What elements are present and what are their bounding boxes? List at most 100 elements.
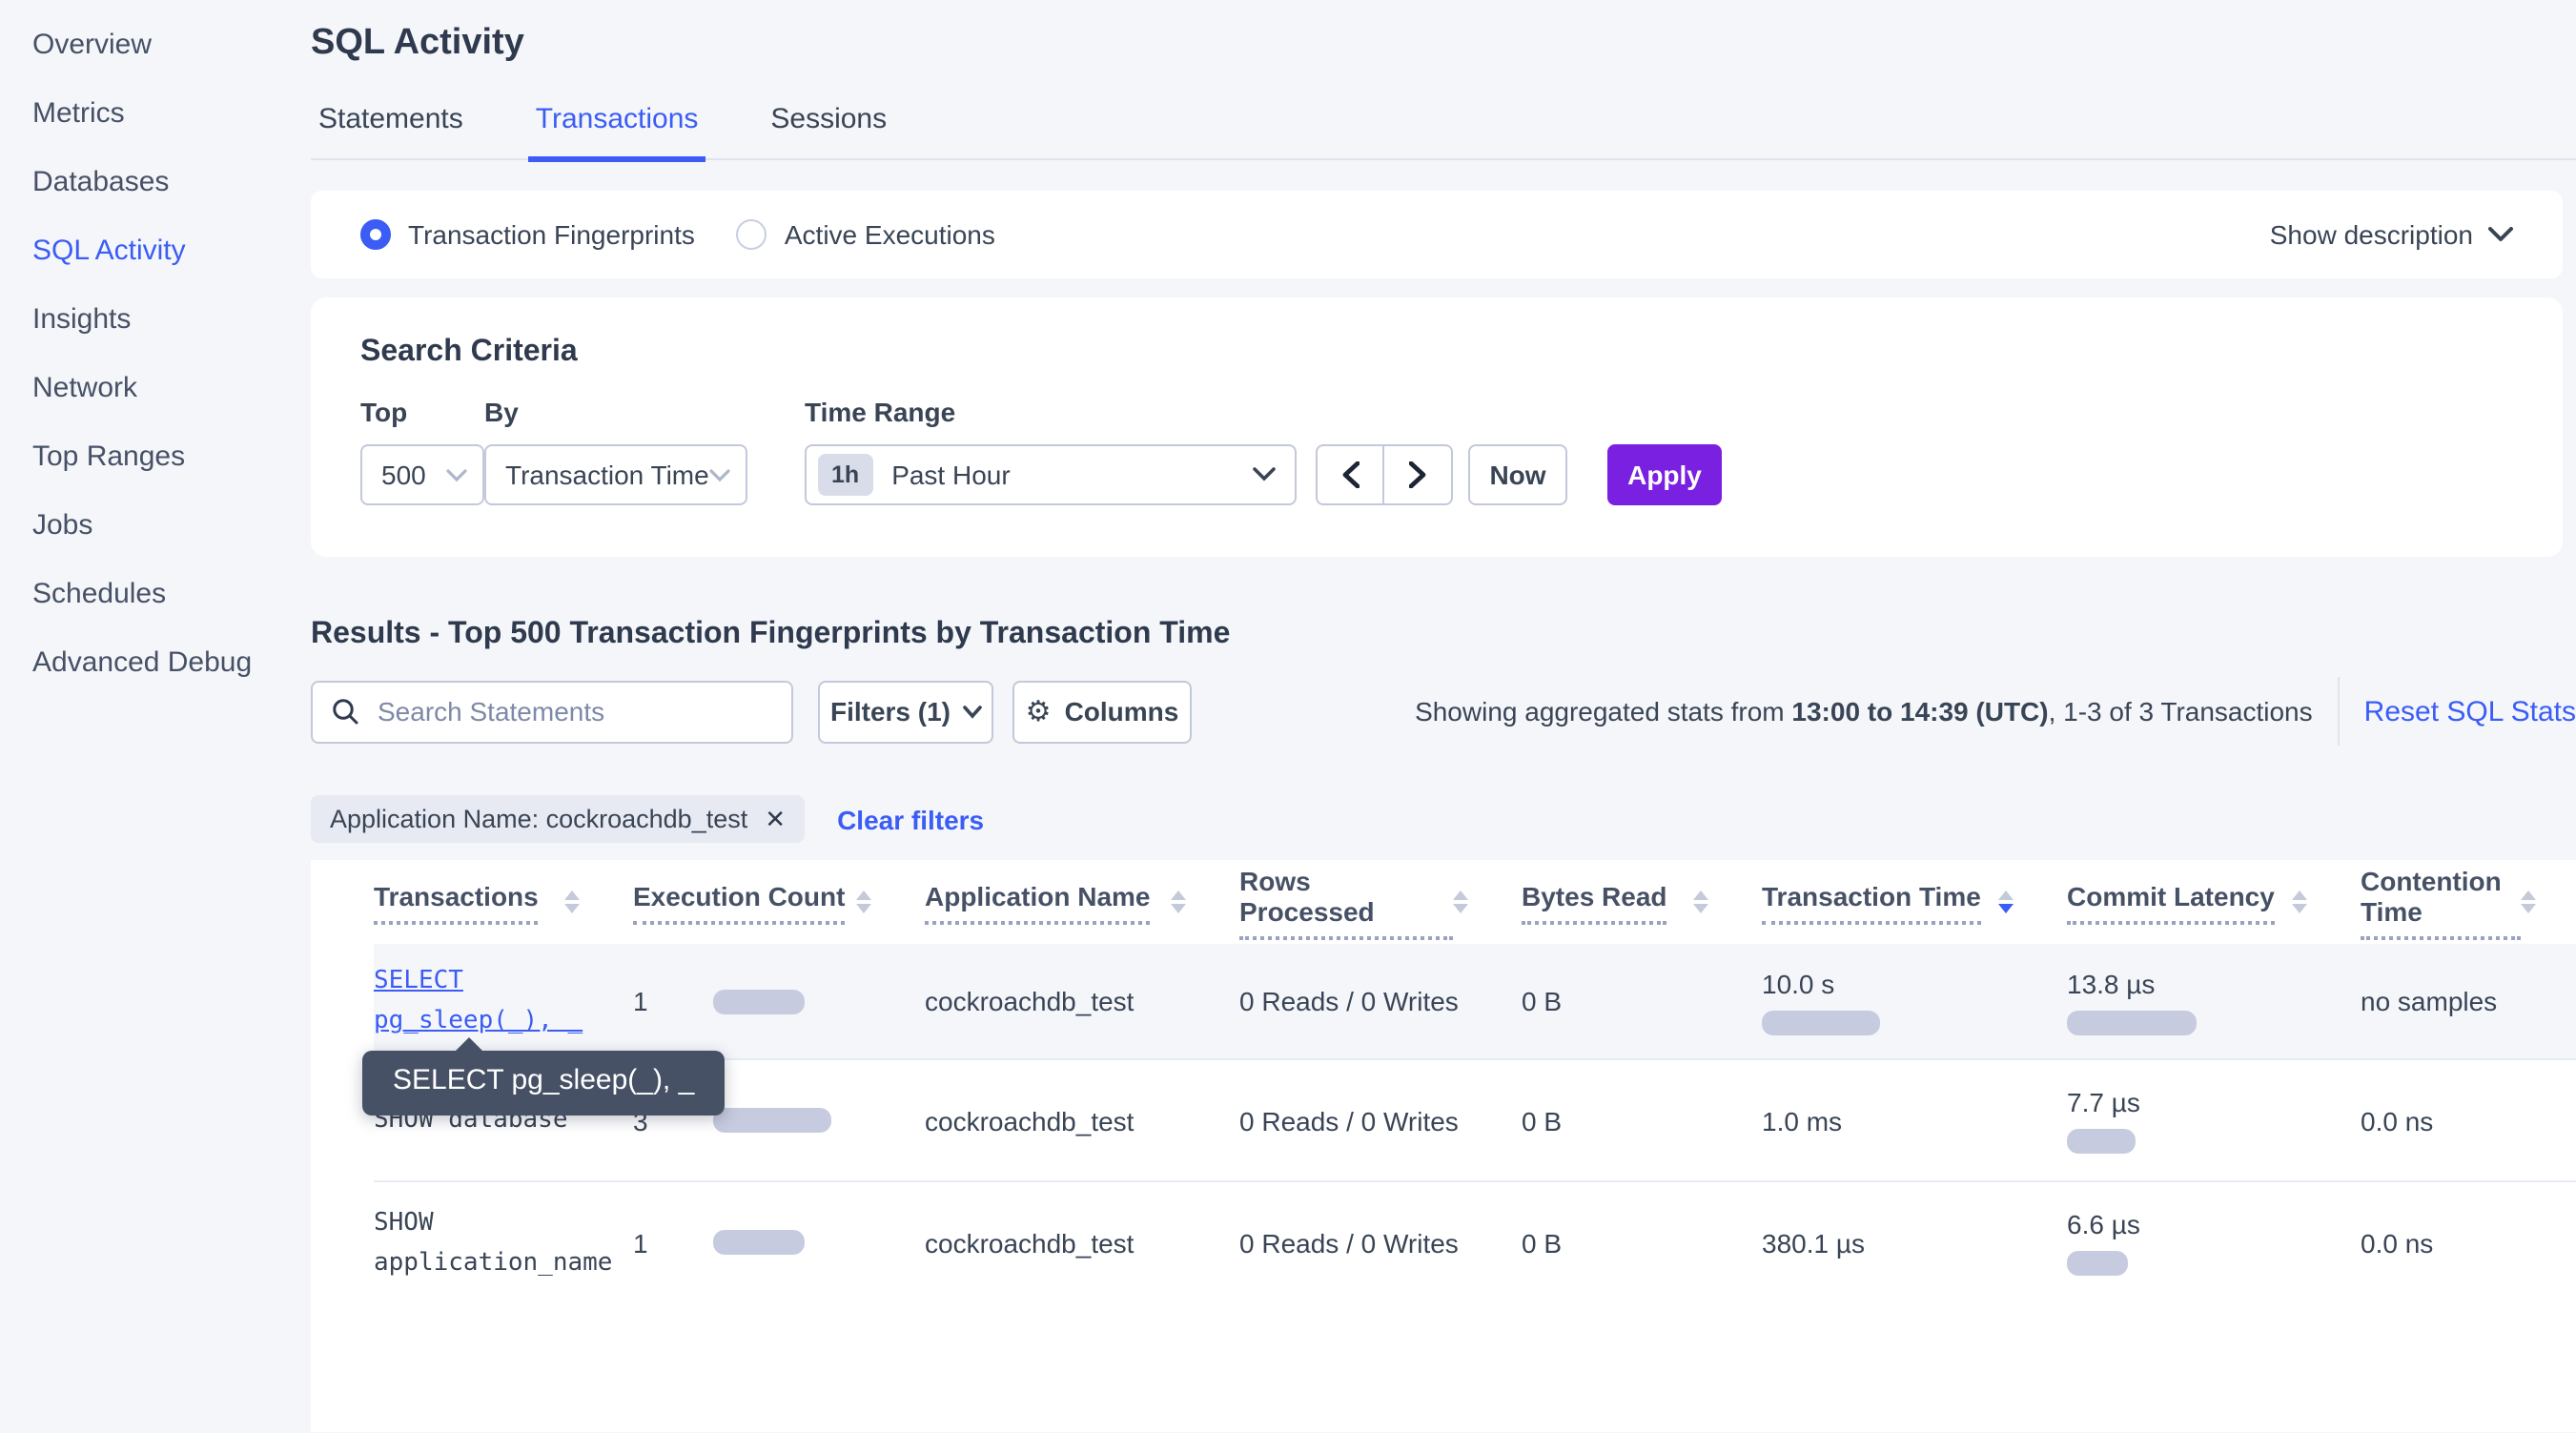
commit-latency-value: 13.8 µs [2067,968,2156,999]
top-label: Top [360,397,408,427]
search-criteria-fields: Top 500 By Transaction Time Time Range [360,397,2513,505]
view-mode-card: Transaction Fingerprints Active Executio… [311,191,2563,278]
transaction-time-cell: 1.0 ms [1762,1106,2067,1136]
filters-button[interactable]: Filters (1) [818,680,993,744]
next-interval-button[interactable] [1384,444,1453,505]
by-select-value: Transaction Time [505,460,709,490]
now-button[interactable]: Now [1468,444,1567,505]
sort-icon[interactable] [564,891,580,914]
time-range-badge: 1h [818,454,873,496]
chevron-left-icon [1341,461,1359,488]
time-range-select[interactable]: 1h Past Hour [805,444,1297,505]
tab-transactions[interactable]: Transactions [527,101,706,162]
column-header-bytes-read[interactable]: Bytes Read [1522,881,1762,925]
column-header-label: Rows Processed [1239,866,1453,940]
commit-latency-bar [2067,1251,2128,1277]
column-header-commit-latency[interactable]: Commit Latency [2067,881,2361,925]
column-header-rows-processed[interactable]: Rows Processed [1239,866,1522,940]
transaction-tooltip: SELECT pg_sleep(_), _ [362,1037,726,1116]
bytes-read-value: 0 B [1522,986,1563,1017]
previous-interval-button[interactable] [1316,444,1384,505]
execution-count-value: 1 [633,986,648,1017]
tab-sessions[interactable]: Sessions [770,103,888,135]
sidebar-item-databases[interactable]: Databases [32,166,170,198]
tabs: Statements Transactions Sessions [311,101,2576,162]
time-range-pager [1316,444,1453,505]
chevron-down-icon [962,705,981,719]
column-header-label: Contention Time [2361,866,2521,940]
page-title: SQL Activity [311,23,524,63]
sidebar-item-advanced-debug[interactable]: Advanced Debug [32,646,253,679]
filters-button-label: Filters (1) [829,696,951,727]
sort-icon[interactable] [2521,891,2536,914]
column-header-label: Transactions [374,881,539,925]
transaction-time-value: 10.0 s [1762,968,1835,999]
reset-sql-stats-link[interactable]: Reset SQL Stats [2363,695,2576,728]
contention-time-value: 0.0 ns [2361,1105,2434,1136]
column-header-contention-time[interactable]: Contention Time [2361,866,2576,940]
column-header-transaction-time[interactable]: Transaction Time [1762,881,2067,925]
view-mode-option-label: Active Executions [784,219,995,250]
main-content: SQL Activity Statements Transactions Sessi… [290,0,2576,1433]
chevron-down-icon [1253,467,1276,482]
view-mode-option[interactable]: Transaction Fingerprints [360,219,695,250]
transaction-fingerprint-link[interactable]: SELECT pg_sleep(_), _ [374,967,583,1036]
chevron-down-icon [446,468,467,481]
commit-latency-value: 7.7 µs [2067,1087,2140,1118]
column-header-transactions[interactable]: Transactions [374,881,633,925]
apply-button[interactable]: Apply [1607,444,1722,505]
view-mode-option[interactable]: Active Executions [736,219,995,250]
by-label: By [484,397,519,427]
tab-statements[interactable]: Statements [318,103,463,135]
execution-count-value: 1 [633,1227,648,1259]
transaction-cell: SELECT pg_sleep(_), _ [374,962,633,1042]
bytes-read-value: 0 B [1522,1227,1563,1259]
application-name-value: cockroachdb_test [925,986,1135,1017]
chevron-right-icon [1409,461,1426,488]
show-description-label: Show description [2269,219,2473,250]
rows-processed-value: 0 Reads / 0 Writes [1239,986,1459,1017]
time-range-label: Time Range [805,397,956,427]
sort-icon[interactable] [2292,891,2307,914]
show-description-toggle[interactable]: Show description [2270,219,2513,250]
transaction-time-cell: 380.1 µs [1762,1228,2067,1259]
table-header-row: Transactions Execution Count Application… [374,861,2576,945]
sidebar-item-network[interactable]: Network [32,372,138,404]
sidebar-item-top-ranges[interactable]: Top Ranges [32,440,186,473]
transaction-time-bar [1762,1010,1880,1035]
transaction-time-cell: 10.0 s [1762,969,2067,1035]
commit-latency-cell: 6.6 µs [2067,1210,2361,1277]
sort-icon[interactable] [1693,891,1708,914]
sort-icon[interactable] [1453,891,1468,914]
app-window: Overview Metrics Databases SQL Activity Insi… [32,0,2576,1433]
sidebar-item-insights[interactable]: Insights [32,303,132,336]
sort-icon[interactable] [856,891,871,914]
transaction-cell: SHOW application_name [374,1208,613,1278]
sidebar-item-metrics[interactable]: Metrics [32,97,125,130]
time-range-value: Past Hour [891,460,1011,490]
columns-button[interactable]: ⚙ Columns [1012,680,1192,744]
aggregated-stats-text: Showing aggregated stats from 13:00 to 1… [1415,696,2313,727]
remove-filter-icon[interactable]: ✕ [765,804,787,833]
column-header-label: Bytes Read [1522,881,1667,925]
search-statements-input[interactable] [374,694,772,729]
sidebar-item-jobs[interactable]: Jobs [32,509,93,542]
sidebar-item-overview[interactable]: Overview [32,29,153,61]
column-header-application-name[interactable]: Application Name [925,881,1239,925]
by-field: By Transaction Time [484,397,747,505]
column-header-execution-count[interactable]: Execution Count [633,881,925,925]
column-header-label: Transaction Time [1762,881,1981,925]
sort-icon[interactable] [1998,891,2014,914]
top-select[interactable]: 500 [360,444,484,505]
table-row: SELECT pg_sleep(_), _ 1 cockroachdb_test… [374,944,2576,1059]
sort-icon[interactable] [1171,891,1186,914]
by-select[interactable]: Transaction Time [484,444,747,505]
view-mode-option-label: Transaction Fingerprints [408,219,695,250]
sidebar-item-sql-activity[interactable]: SQL Activity [32,235,186,267]
tooltip-caret-icon [454,1037,484,1053]
execution-count-bar [713,989,805,1014]
sidebar-item-schedules[interactable]: Schedules [32,578,167,610]
clear-filters-link[interactable]: Clear filters [837,804,985,835]
radio-icon [360,219,391,250]
active-filters-row: Application Name: cockroachdb_test ✕ Cle… [311,795,2576,844]
